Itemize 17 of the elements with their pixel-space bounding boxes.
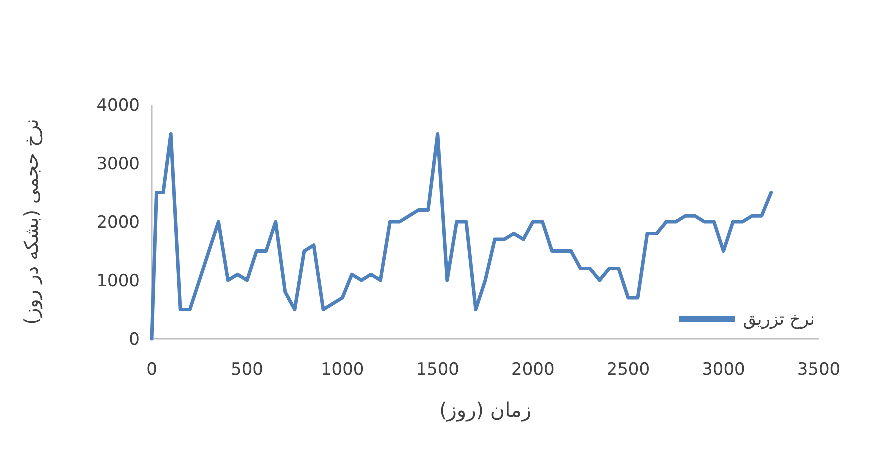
x-tick-label: 1000 [320,360,364,380]
legend: نرخ تزریق [679,310,815,330]
legend-label: نرخ تزریق [743,310,815,330]
x-tick-label: 2500 [606,360,650,380]
y-axis-title: نرخ حجمی (بشکه در روز) [21,119,43,325]
x-tick-label: 3000 [702,360,746,380]
x-tick-label: 1500 [416,360,460,380]
y-tick-label: 1000 [96,272,140,292]
y-tick-label: 3000 [96,154,140,174]
y-tick-label: 2000 [96,213,140,233]
x-tick-label: 3500 [797,360,841,380]
x-axis-title: زمان (روز) [439,398,532,422]
y-tick-label: 4000 [96,96,140,116]
x-tick-label: 500 [231,360,264,380]
x-tick-label: 0 [146,360,158,380]
y-tick-label: 0 [129,330,140,350]
x-tick-label: 2000 [512,360,555,380]
